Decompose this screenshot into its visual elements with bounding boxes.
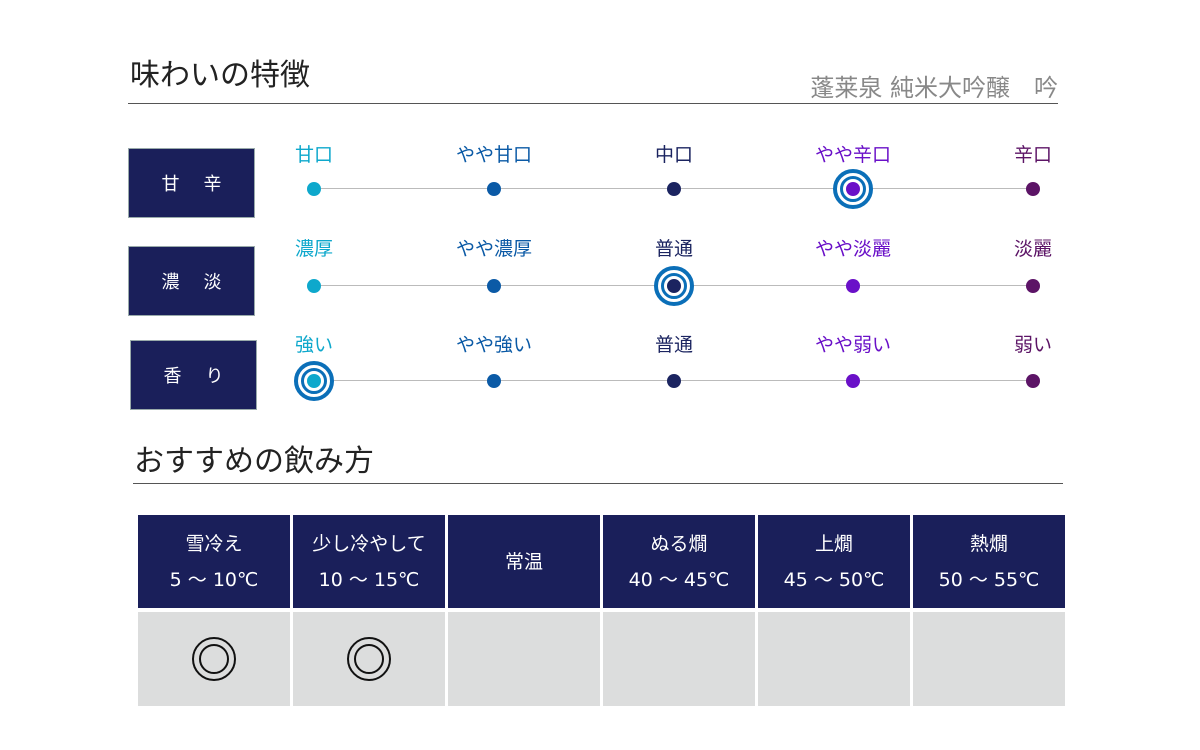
level-label: 淡麗 — [1013, 238, 1053, 260]
level-label: やや強い — [455, 334, 533, 356]
divider — [128, 103, 1058, 104]
serving-name: ぬる燗 — [650, 532, 708, 555]
level-dot — [1026, 374, 1040, 388]
serving-title: おすすめの飲み方 — [134, 444, 374, 479]
level-label: やや弱い — [814, 334, 892, 356]
serving-cell — [293, 612, 445, 706]
serving-temp: 10 ～ 15℃ — [318, 568, 420, 591]
serving-temp: 45 ～ 50℃ — [783, 568, 885, 591]
serving-header: 雪冷え 5 ～ 10℃ — [138, 515, 290, 608]
serving-cell — [913, 612, 1065, 706]
level-dot — [1026, 279, 1040, 293]
level-label: やや甘口 — [455, 144, 533, 166]
row-label: 香り — [130, 340, 257, 410]
level-dot — [307, 182, 321, 196]
level-label: 辛口 — [1013, 144, 1053, 166]
serving-header: 少し冷やして 10 ～ 15℃ — [293, 515, 445, 608]
double-circle-icon — [192, 637, 236, 681]
selected-level-marker — [833, 169, 873, 209]
level-dot — [1026, 182, 1040, 196]
level-label: 強い — [294, 334, 334, 356]
serving-header: ぬる燗 40 ～ 45℃ — [603, 515, 755, 608]
serving-name: 上燗 — [814, 532, 853, 555]
serving-cell — [758, 612, 910, 706]
level-label: やや濃厚 — [455, 238, 533, 260]
level-dot — [487, 182, 501, 196]
serving-header: 熱燗 50 ～ 55℃ — [913, 515, 1065, 608]
serving-name: 常温 — [504, 550, 543, 573]
selected-level-marker — [294, 361, 334, 401]
level-dot — [307, 279, 321, 293]
product-name: 蓬莱泉 純米大吟醸 吟 — [810, 74, 1058, 102]
level-dot — [667, 374, 681, 388]
level-label: やや淡麗 — [814, 238, 892, 260]
serving-name: 熱燗 — [969, 532, 1008, 555]
serving-cell — [448, 612, 600, 706]
serving-name: 少し冷やして — [312, 532, 426, 555]
level-dot — [487, 279, 501, 293]
level-dot — [846, 279, 860, 293]
level-label: やや辛口 — [814, 144, 892, 166]
level-dot — [846, 374, 860, 388]
row-label: 濃淡 — [128, 246, 255, 316]
serving-name: 雪冷え — [185, 532, 243, 555]
level-label: 中口 — [654, 144, 694, 166]
serving-temp: 50 ～ 55℃ — [938, 568, 1040, 591]
level-dot — [487, 374, 501, 388]
serving-temp: 40 ～ 45℃ — [628, 568, 730, 591]
double-circle-icon — [347, 637, 391, 681]
serving-cell — [603, 612, 755, 706]
level-dot — [667, 182, 681, 196]
divider — [133, 483, 1063, 484]
selected-level-marker — [654, 266, 694, 306]
serving-header: 上燗 45 ～ 50℃ — [758, 515, 910, 608]
level-label: 弱い — [1013, 334, 1053, 356]
row-label: 甘辛 — [128, 148, 255, 218]
serving-cell — [138, 612, 290, 706]
serving-header: 常温 — [448, 515, 600, 608]
taste-title: 味わいの特徴 — [130, 58, 310, 93]
level-label: 濃厚 — [294, 238, 334, 260]
level-label: 普通 — [654, 238, 694, 260]
level-label: 甘口 — [294, 144, 334, 166]
level-label: 普通 — [654, 334, 694, 356]
serving-temp: 5 ～ 10℃ — [169, 568, 259, 591]
